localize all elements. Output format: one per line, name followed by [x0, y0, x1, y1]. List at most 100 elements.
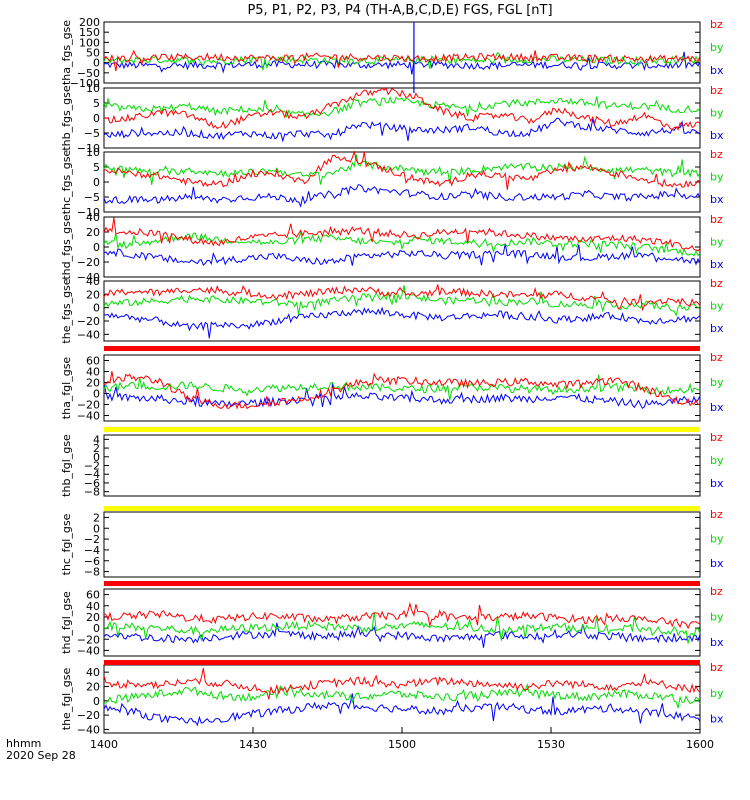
- y-tick-label: 20: [86, 226, 100, 239]
- legend-by: by: [710, 533, 724, 546]
- legend-by: by: [710, 454, 724, 467]
- y-tick-label: −20: [77, 399, 100, 412]
- y-tick-label: 10: [86, 82, 100, 95]
- y-tick-label: 200: [79, 16, 100, 29]
- x-tick-label: 1530: [537, 738, 565, 751]
- y-tick-label: 60: [86, 589, 100, 602]
- panel-frame: [103, 151, 701, 213]
- panel-thb_fgl_gse: 420−2−4−6−8 thb_fgl_gse bz by bx: [60, 431, 724, 499]
- y-tick-label: 40: [86, 211, 100, 224]
- time-axis: hhmm 2020 Sep 28: [6, 737, 76, 762]
- y-axis-label: tha_fgs_gse: [60, 20, 73, 85]
- legend-bx: bx: [710, 193, 724, 206]
- panel-thd_fgs_gse: 40 20 0 −20 −40 thd_fgs_gse bz by bx: [60, 211, 724, 284]
- y-tick-label: −5: [84, 127, 100, 140]
- time-unit-label: hhmm: [6, 737, 41, 750]
- panel-frame: [103, 280, 701, 342]
- y-tick-label: 4: [93, 433, 100, 446]
- legend-bz: bz: [710, 351, 723, 364]
- panel-frame: [103, 87, 701, 149]
- legend-by: by: [710, 376, 724, 389]
- y-tick-label: −10: [77, 206, 100, 219]
- series-by-line: [103, 374, 701, 401]
- y-tick-label: 0: [93, 241, 100, 254]
- y-tick-label: 5: [93, 97, 100, 110]
- status-bar-yellow: [104, 506, 700, 511]
- legend-bx: bx: [710, 636, 724, 649]
- y-tick-label: 40: [86, 366, 100, 379]
- legend-by: by: [710, 300, 724, 313]
- y-tick-label: 0: [93, 112, 100, 125]
- y-tick-label: −20: [77, 256, 100, 269]
- series-by-line: [103, 95, 701, 119]
- y-tick-label: 0: [93, 176, 100, 189]
- y-tick-label: −20: [77, 315, 100, 328]
- series-bz-line: [103, 667, 701, 700]
- series-bz-line: [103, 217, 701, 252]
- series-bx-line: [103, 184, 701, 208]
- y-tick-label: −8: [84, 486, 100, 499]
- panel-frame: [103, 511, 701, 578]
- legend-bz: bz: [710, 585, 723, 598]
- series-bz-line: [103, 150, 701, 190]
- legend-by: by: [710, 107, 724, 120]
- y-tick-label: 40: [86, 666, 100, 679]
- y-tick-label: −6: [84, 477, 100, 490]
- y-axis-label: tha_fgl_gse: [60, 357, 73, 420]
- panel-frame: [103, 434, 701, 497]
- legend-bx: bx: [710, 713, 724, 726]
- y-tick-label: −2: [84, 460, 100, 473]
- y-axis-label: thd_fgs_gse: [60, 214, 73, 280]
- y-tick-label: −4: [84, 468, 100, 481]
- y-axis-label: thd_fgl_gse: [60, 591, 73, 654]
- series-bx-line: [103, 693, 701, 727]
- y-axis-label: thc_fgs_gse: [60, 150, 73, 215]
- y-tick-label: −40: [77, 723, 100, 736]
- series-bz-line: [103, 284, 701, 312]
- y-axis-label: thb_fgs_gse: [60, 85, 73, 151]
- panel-frame: [103, 588, 701, 657]
- x-tick-label: 1600: [686, 738, 714, 751]
- y-tick-label: −10: [77, 142, 100, 155]
- x-tick-label: 1430: [239, 738, 267, 751]
- y-tick-label: −100: [70, 77, 100, 90]
- y-tick-label: 10: [86, 146, 100, 159]
- series-by-line: [103, 230, 701, 257]
- series-by-line: [103, 285, 701, 317]
- legend-bz: bz: [710, 148, 723, 161]
- legend-bz: bz: [710, 18, 723, 31]
- date-label: 2020 Sep 28: [6, 749, 76, 762]
- y-tick-label: 50: [86, 47, 100, 60]
- legend-by: by: [710, 236, 724, 249]
- panel-thb_fgs_gse: 10 5 0 −5 −10 thb_fgs_gse bz by bx: [60, 82, 724, 155]
- y-tick-label: −40: [77, 410, 100, 423]
- y-tick-label: 0: [93, 695, 100, 708]
- y-tick-label: 0: [93, 622, 100, 635]
- y-tick-label: −2: [84, 533, 100, 546]
- series-bx-line: [103, 306, 701, 339]
- legend-by: by: [710, 687, 724, 700]
- y-axis-label: thb_fgl_gse: [60, 434, 73, 497]
- x-tick-label: 1500: [388, 738, 416, 751]
- panel-thc_fgs_gse: 10 5 0 −5 −10 thc_fgs_gse bz by bx: [60, 146, 724, 219]
- y-tick-label: −40: [77, 644, 100, 657]
- y-tick-label: −20: [77, 633, 100, 646]
- panel-frame: [103, 21, 701, 84]
- y-tick-label: 2: [93, 442, 100, 455]
- y-tick-label: 100: [79, 36, 100, 49]
- legend-by: by: [710, 610, 724, 623]
- panel-frame: [103, 664, 701, 734]
- panel-thc_fgl_gse: 20−2−4−6−8 thc_fgl_gse bz by bx: [60, 508, 724, 579]
- series-by-line: [103, 682, 701, 709]
- y-tick-label: 0: [93, 57, 100, 70]
- legend-by: by: [710, 41, 724, 54]
- y-tick-label: 0: [93, 451, 100, 464]
- legend-bx: bx: [710, 557, 724, 570]
- y-tick-label: 0: [93, 388, 100, 401]
- legend-bx: bx: [710, 322, 724, 335]
- y-tick-label: 20: [86, 611, 100, 624]
- y-tick-label: 20: [86, 680, 100, 693]
